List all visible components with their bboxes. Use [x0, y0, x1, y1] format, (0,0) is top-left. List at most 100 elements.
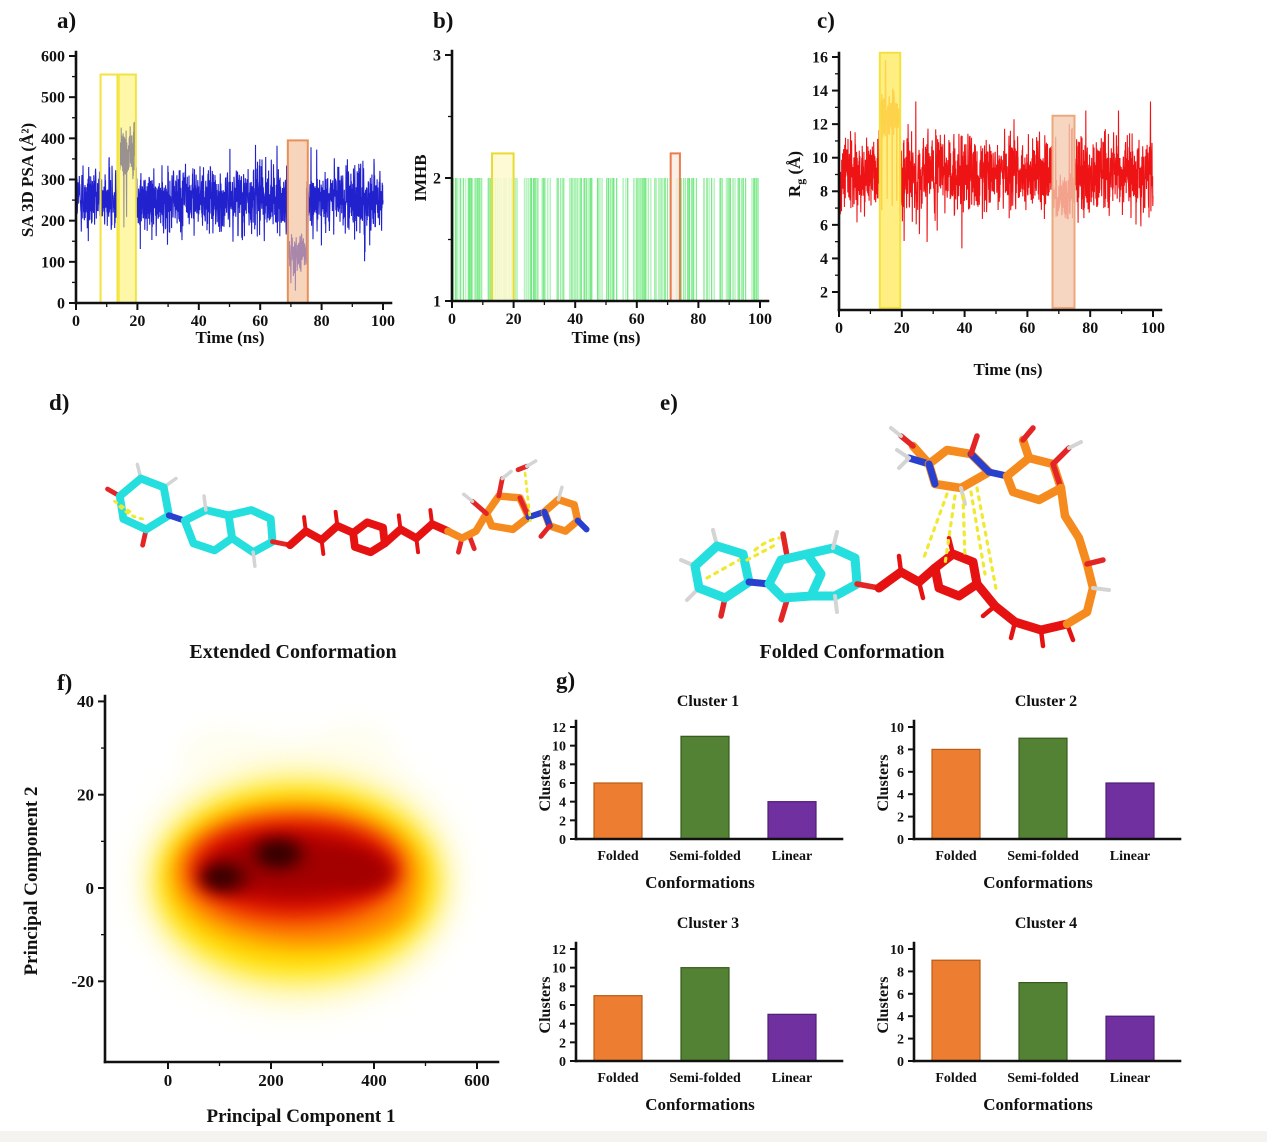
ring-oxygen	[517, 495, 532, 520]
x-tick-label: 100	[1141, 320, 1165, 337]
cyan-ring2	[764, 549, 826, 603]
hydrogen-stub	[461, 492, 475, 504]
hydroxyl	[496, 476, 505, 499]
highlight-box	[669, 152, 681, 303]
bar-linear	[767, 1013, 817, 1062]
y-tick-label: 10	[812, 150, 828, 167]
y-tick-label: 0	[57, 295, 65, 312]
x-tick-label: 100	[748, 311, 772, 328]
category-label: Linear	[1110, 1071, 1150, 1086]
clusters-label: Clusters	[537, 977, 554, 1034]
panel-b-letter: b)	[433, 8, 454, 33]
y-tick-label: 10	[552, 962, 566, 977]
density-layer	[336, 856, 394, 890]
folded-orange-fragment	[889, 425, 1111, 629]
red-ring	[930, 549, 982, 601]
x-tick-label: 0	[448, 311, 456, 328]
y-tick-label: 500	[41, 90, 65, 107]
x-tick-label: 60	[629, 311, 645, 328]
y-tick-label: 0	[559, 1055, 566, 1070]
y-tick-label: 2	[559, 814, 566, 829]
conformations-label: Conformations	[645, 873, 755, 892]
conformations-label: Conformations	[645, 1095, 755, 1114]
panel-c-plot: 2 4 6 8 10 12 14 16 0 20 40 60 80 100 Time (ns) Rg (Å)	[785, 49, 1165, 379]
y-tick-label: 600	[41, 48, 65, 65]
hydrogen-stub	[525, 459, 538, 468]
hbond-dashed	[705, 558, 741, 580]
cluster4-bar-chart: 0 2 4 6 8 10 Cluster 4 Folded Semi-folded Linear C…	[875, 915, 1182, 1114]
cyan-aromatic-ring	[224, 506, 277, 557]
x-tick-label: 40	[567, 311, 583, 328]
category-label: Folded	[935, 849, 976, 864]
extended-red-linker	[270, 508, 452, 557]
hydrogen-stub	[833, 594, 839, 614]
cluster-title: Cluster 2	[1015, 693, 1077, 710]
y-tick-label: 6	[820, 217, 828, 234]
carbonyl-oxygen	[968, 433, 980, 457]
conformations-label: Conformations	[983, 873, 1093, 892]
hydrogen-stub	[500, 469, 513, 481]
panel-e-letter: e)	[660, 390, 678, 415]
chart-element: g	[793, 179, 807, 185]
x-tick-label: 60	[252, 313, 268, 330]
x-tick-label: 0	[72, 313, 80, 330]
y-tick-label: 8	[559, 980, 566, 995]
x-tick-label: 80	[314, 313, 330, 330]
hbond-dashed	[943, 494, 957, 566]
cyan-ring	[115, 474, 173, 534]
hbond-dashed	[118, 505, 145, 521]
f-y-axis-label: Principal Component 2	[21, 787, 42, 976]
cluster3-bar-chart: 0 2 4 6 8 10 12 Cluster 3 Folded Semi-folded Linea…	[537, 915, 844, 1114]
hydrogen-stub	[556, 485, 564, 502]
hbond-dashed	[921, 492, 949, 562]
oxygen-stub	[898, 433, 916, 449]
y-tick-label: 10	[552, 740, 566, 755]
highlight-box	[878, 51, 902, 309]
hbond-dashed	[745, 542, 779, 562]
y-tick-label: 12	[552, 721, 566, 736]
y-tick-label: 0	[897, 1055, 904, 1070]
b-y-axis-label: IMHB	[411, 154, 430, 201]
y-tick-label: 8	[820, 184, 828, 201]
y-tick-label: 6	[559, 777, 566, 792]
x-tick-label: 80	[690, 311, 706, 328]
hydrogen-stub	[895, 448, 911, 460]
category-label: Linear	[1110, 849, 1150, 864]
page-edge-artifact	[0, 1131, 1267, 1142]
red-chain	[874, 563, 940, 593]
red-chain	[972, 579, 1072, 635]
hbond-dashed	[113, 499, 132, 514]
orange-chain	[1056, 483, 1098, 617]
oxygen-stub	[1020, 425, 1036, 443]
panel-c-letter: c)	[817, 8, 835, 33]
amine-nitrogen	[574, 517, 590, 533]
x-tick-label: 400	[361, 1071, 387, 1090]
orange-stub	[1018, 435, 1034, 463]
y-tick-label: 4	[897, 1010, 904, 1025]
density-layer	[208, 868, 236, 886]
hydrogen-stub	[831, 530, 839, 550]
y-tick-label: 8	[559, 758, 566, 773]
cyan-aromatic-ring	[802, 543, 862, 601]
bar-semi-folded	[1018, 981, 1068, 1062]
hydrogen-stub	[1067, 440, 1083, 450]
folded-cyan-fragment	[679, 528, 862, 623]
b-x-axis-label: Time (ns)	[571, 328, 640, 347]
clusters-label: Clusters	[875, 755, 892, 812]
panel-a-plot: 0 100 200 300 400 500 600 0 20 40 60 80 100 Time (ns)…	[18, 48, 395, 347]
bar-semi-folded	[1018, 737, 1068, 840]
c-x-axis-label: Time (ns)	[973, 360, 1042, 379]
y-tick-label: 300	[41, 172, 65, 189]
category-label: Folded	[597, 1071, 638, 1086]
x-tick-label: 600	[464, 1071, 490, 1090]
y-tick-label: 4	[559, 1018, 566, 1033]
x-tick-label: 200	[258, 1071, 284, 1090]
folded-red-linker	[854, 535, 1076, 649]
category-label: Semi-folded	[669, 1071, 741, 1086]
panel-d-letter: d)	[49, 390, 70, 415]
chart-element: R	[785, 184, 804, 197]
y-tick-label: 8	[897, 965, 904, 980]
bar-linear	[1105, 1015, 1155, 1062]
